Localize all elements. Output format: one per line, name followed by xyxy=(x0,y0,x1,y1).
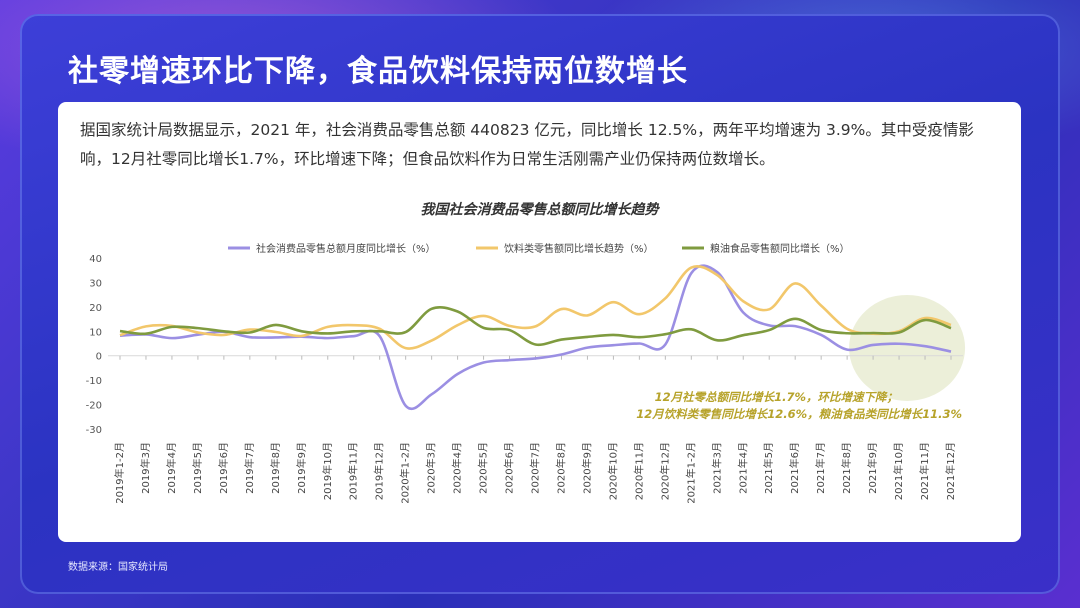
y-tick-label: 30 xyxy=(89,278,102,289)
x-tick-label: 2019年10月 xyxy=(321,442,334,500)
x-tick-label: 2020年11月 xyxy=(632,442,645,500)
x-tick-label: 2021年10月 xyxy=(892,442,905,500)
x-tick-label: 2021年3月 xyxy=(710,442,723,494)
annotation-line-2: 12月饮料类零售同比增长12.6%，粮油食品类同比增长11.3% xyxy=(636,407,962,421)
content-card: 据国家统计局数据显示，2021 年，社会消费品零售总额 440823 亿元，同比… xyxy=(58,102,1021,542)
y-tick-label: 10 xyxy=(89,327,102,338)
x-tick-label: 2019年9月 xyxy=(295,442,308,494)
y-tick-label: 40 xyxy=(89,254,102,265)
x-tick-label: 2020年5月 xyxy=(477,442,490,494)
x-tick-label: 2019年7月 xyxy=(243,442,256,494)
x-tick-label: 2021年11月 xyxy=(918,442,931,500)
x-tick-label: 2020年8月 xyxy=(554,442,567,494)
y-tick-label: 20 xyxy=(89,303,102,314)
summary-paragraph: 据国家统计局数据显示，2021 年，社会消费品零售总额 440823 亿元，同比… xyxy=(80,121,974,168)
x-tick-label: 2021年12月 xyxy=(944,442,957,500)
x-tick-label: 2020年4月 xyxy=(451,442,464,494)
series-line-3 xyxy=(119,306,952,347)
legend-label-1: 社会消费品零售总额月度同比增长（%） xyxy=(256,242,436,255)
page-title: 社零增速环比下降，食品饮料保持两位数增长 xyxy=(68,54,688,89)
x-tick-label: 2019年6月 xyxy=(217,442,230,494)
x-tick-label: 2020年1-2月 xyxy=(399,442,412,504)
x-tick-label: 2019年5月 xyxy=(191,442,204,494)
x-tick-label: 2019年3月 xyxy=(139,442,152,494)
x-tick-label: 2020年3月 xyxy=(425,442,438,494)
y-tick-label: -30 xyxy=(86,425,102,436)
x-tick-label: 2021年5月 xyxy=(762,442,775,494)
x-tick-label: 2020年6月 xyxy=(503,442,516,494)
y-tick-label: -20 xyxy=(86,401,102,412)
legend-label-3: 粮油食品零售额同比增长（%） xyxy=(710,242,850,255)
highlight-circle xyxy=(849,294,966,401)
x-tick-label: 2020年10月 xyxy=(606,442,619,500)
x-tick-label: 2021年7月 xyxy=(814,442,827,494)
x-tick-label: 2020年7月 xyxy=(529,442,542,494)
x-tick-label: 2021年1-2月 xyxy=(684,442,697,504)
chart-title: 我国社会消费品零售总额同比增长趋势 xyxy=(420,202,659,218)
x-tick-label: 2019年8月 xyxy=(269,442,282,494)
y-tick-label: -10 xyxy=(86,376,102,387)
x-tick-label: 2019年12月 xyxy=(373,442,386,500)
x-tick-label: 2019年4月 xyxy=(165,442,178,494)
x-tick-label: 2021年9月 xyxy=(866,442,879,494)
legend-label-2: 饮料类零售额同比增长趋势（%） xyxy=(504,242,654,255)
x-tick-label: 2021年4月 xyxy=(736,442,749,494)
series-line-1 xyxy=(119,264,952,411)
annotation-line-1: 12月社零总额同比增长1.7%，环比增速下降； xyxy=(655,390,898,404)
x-tick-label: 2020年12月 xyxy=(658,442,671,500)
y-tick-label: 0 xyxy=(96,352,102,363)
data-source: 数据来源：国家统计局 xyxy=(68,562,168,573)
x-tick-label: 2021年8月 xyxy=(840,442,853,494)
x-tick-label: 2021年6月 xyxy=(788,442,801,494)
x-tick-label: 2019年1-2月 xyxy=(113,442,126,504)
line-chart: 40 30 20 10 0 -10 -20 -30 2019年1-2月 2019年3月 2019年4… xyxy=(86,242,966,504)
x-tick-label: 2020年9月 xyxy=(580,442,593,494)
x-tick-label: 2019年11月 xyxy=(347,442,360,500)
